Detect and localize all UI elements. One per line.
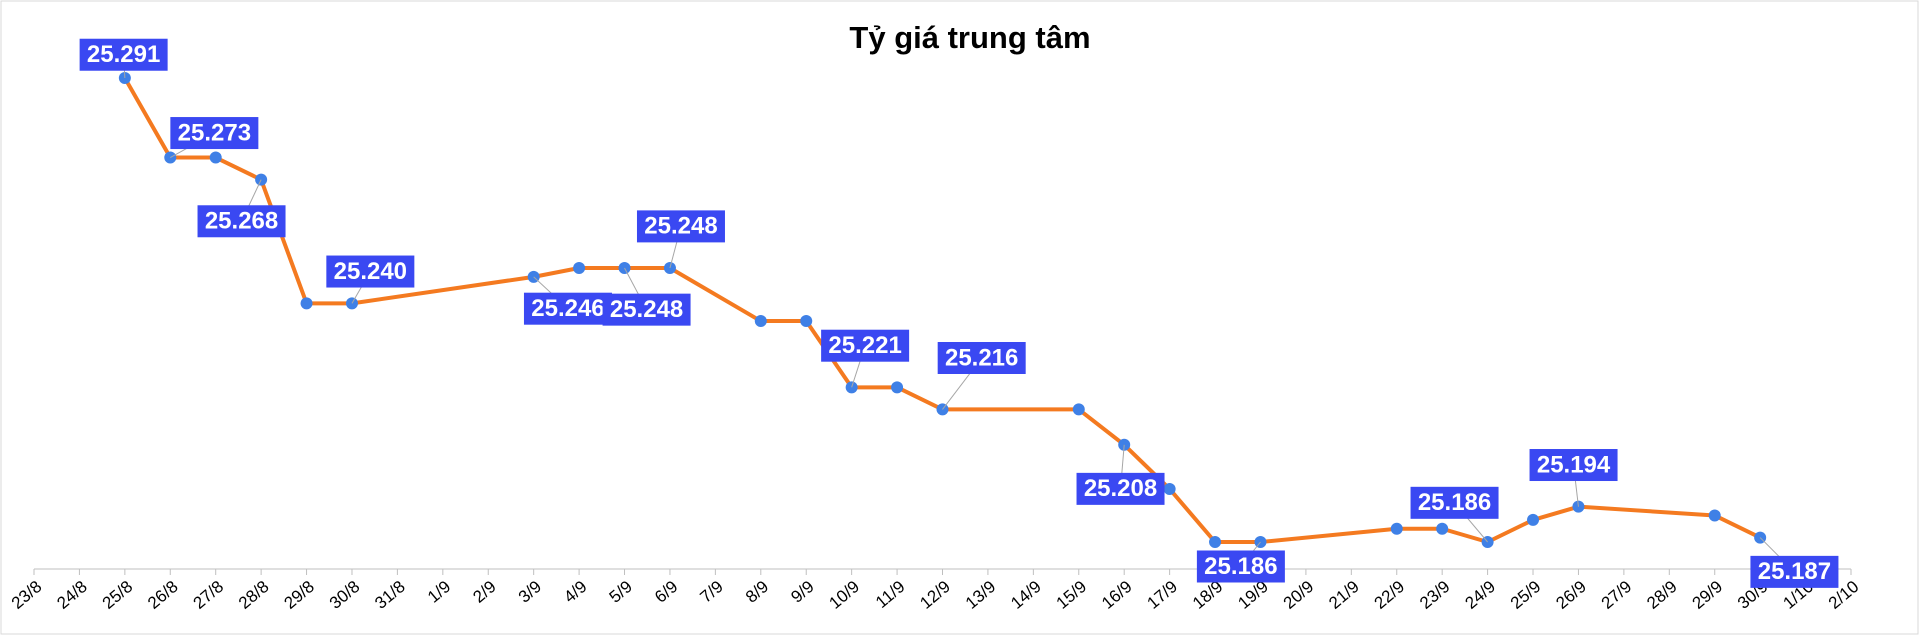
data-label: 25.248 [644, 213, 717, 240]
point [1390, 522, 1403, 535]
label-box [523, 292, 612, 325]
label-box [1196, 550, 1285, 583]
point [209, 151, 222, 164]
data-label: 25.273 [178, 119, 251, 146]
point [1708, 509, 1721, 522]
data-label: 25.248 [610, 296, 683, 323]
label-box [821, 329, 910, 362]
label-box [1750, 555, 1839, 588]
point [754, 315, 767, 328]
point [1527, 513, 1540, 526]
point [1209, 536, 1222, 548]
point [573, 262, 586, 275]
data-label: 25.187 [1758, 558, 1831, 585]
label-box [937, 341, 1026, 374]
label-box [197, 205, 286, 238]
point [800, 315, 813, 328]
point [1072, 403, 1085, 416]
label-box [602, 293, 691, 326]
data-label: 25.186 [1204, 553, 1277, 580]
data-label: 25.221 [828, 332, 901, 359]
data-label: 25.268 [205, 208, 278, 235]
label-box [79, 38, 168, 71]
data-label: 25.194 [1537, 451, 1611, 478]
data-label: 25.186 [1418, 489, 1491, 516]
point [118, 72, 131, 84]
label-box [1410, 486, 1499, 519]
point [891, 381, 904, 394]
label-box [636, 210, 725, 243]
data-label: 25.216 [945, 344, 1018, 371]
point [1436, 522, 1449, 535]
data-label: 25.208 [1084, 475, 1157, 502]
data-label: 25.291 [87, 41, 160, 68]
data-label: 25.240 [334, 258, 407, 285]
data-label: 25.246 [531, 295, 604, 322]
label-box [326, 255, 415, 288]
point [300, 297, 313, 310]
chart-title: Tỷ giá trung tâm [849, 20, 1090, 55]
point [1163, 482, 1176, 495]
label-box [1529, 449, 1618, 482]
label-box [1076, 472, 1165, 505]
label-box [170, 117, 259, 150]
